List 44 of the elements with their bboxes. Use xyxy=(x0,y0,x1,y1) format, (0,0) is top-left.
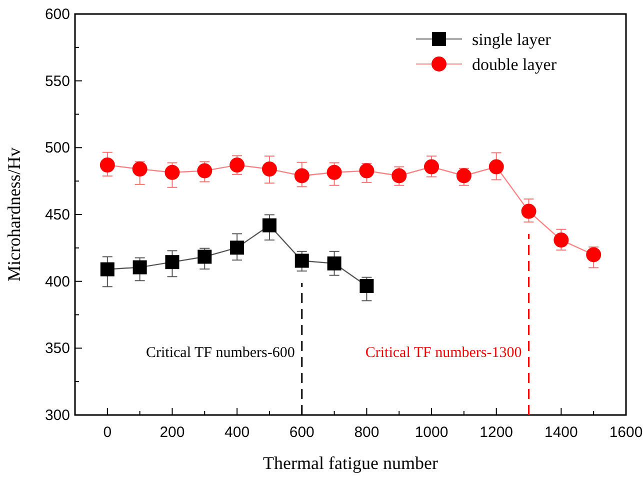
x-tick-label: 800 xyxy=(354,424,380,441)
point xyxy=(100,158,115,173)
point xyxy=(294,254,309,268)
point xyxy=(554,232,569,248)
point xyxy=(359,163,374,178)
x-tick-label: 1600 xyxy=(609,424,643,441)
ref-line-label: Critical TF numbers-1300 xyxy=(365,345,522,361)
point xyxy=(262,162,277,177)
point xyxy=(327,256,342,270)
x-tick-label: 1200 xyxy=(480,424,514,441)
y-tick-label: 500 xyxy=(44,140,70,157)
y-tick-label: 400 xyxy=(44,273,70,290)
point xyxy=(488,159,504,174)
y-axis-title: Microhardness/Hv xyxy=(4,148,24,282)
y-tick-label: 600 xyxy=(44,6,70,23)
point xyxy=(132,260,147,274)
x-tick-label: 0 xyxy=(103,424,112,441)
point xyxy=(100,262,114,276)
x-tick-label: 1000 xyxy=(414,424,448,441)
x-tick-label: 400 xyxy=(224,424,250,441)
x-tick-label: 200 xyxy=(160,424,185,441)
y-tick-label: 300 xyxy=(44,407,70,424)
point xyxy=(198,250,212,264)
y-tick-label: 450 xyxy=(44,206,70,224)
x-tick-label: 1400 xyxy=(544,424,578,441)
ref-line-label: Critical TF numbers-600 xyxy=(146,345,295,361)
point xyxy=(197,163,212,178)
point xyxy=(132,162,148,177)
legend-label: single layer xyxy=(472,30,552,49)
y-tick-label: 550 xyxy=(44,72,70,90)
point xyxy=(294,168,310,184)
point xyxy=(586,247,602,262)
point xyxy=(424,159,440,174)
point xyxy=(165,255,180,270)
point xyxy=(360,279,374,294)
x-tick-label: 600 xyxy=(289,424,314,441)
point xyxy=(164,164,180,180)
point xyxy=(521,204,536,219)
x-axis-title: Thermal fatigue number xyxy=(263,453,438,473)
legend-label: double layer xyxy=(472,55,557,74)
point xyxy=(230,240,244,255)
y-tick-label: 350 xyxy=(44,340,70,358)
point xyxy=(326,164,342,180)
point xyxy=(262,218,276,232)
